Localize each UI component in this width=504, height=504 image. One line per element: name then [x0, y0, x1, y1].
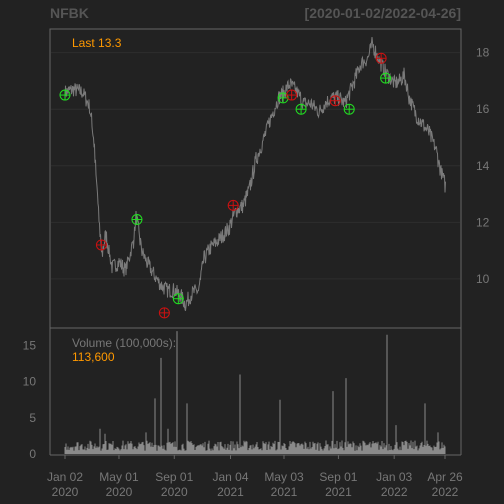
chart-symbol: NFBK: [50, 5, 89, 21]
buy-marker: [172, 293, 184, 305]
sell-marker: [158, 307, 170, 319]
sell-marker: [95, 239, 107, 251]
sell-marker: [286, 89, 298, 101]
buy-marker: [59, 89, 71, 101]
buy-marker: [131, 214, 143, 226]
chart-date-range: [2020-01-02/2022-04-26]: [304, 5, 461, 21]
buy-marker: [343, 103, 355, 115]
x-tick-label: 2021: [325, 485, 352, 499]
x-tick-label: Jan 04: [212, 470, 248, 484]
x-tick-label: 2022: [432, 485, 459, 499]
sell-marker: [227, 199, 239, 211]
volume-bars: [64, 331, 446, 454]
price-line: [64, 37, 446, 311]
x-tick-label: 2020: [52, 485, 79, 499]
volume-tick-label: 0: [29, 447, 36, 461]
x-tick-label: May 03: [264, 470, 304, 484]
x-tick-label: May 01: [99, 470, 139, 484]
last-price-label: Last 13.3: [72, 36, 122, 50]
x-tick-label: Sep 01: [319, 470, 357, 484]
x-tick-label: 2020: [106, 485, 133, 499]
sell-marker: [375, 52, 387, 64]
x-tick-label: 2020: [161, 485, 188, 499]
price-series: [64, 37, 446, 311]
grid-lines: [51, 52, 460, 280]
price-tick-label: 16: [476, 102, 490, 116]
sell-marker: [329, 95, 341, 107]
x-tick-label: 2021: [217, 485, 244, 499]
x-tick-label: Sep 01: [155, 470, 193, 484]
price-tick-label: 14: [476, 159, 490, 173]
volume-title: Volume (100,000s):: [72, 336, 176, 350]
volume-tick-label: 10: [23, 375, 37, 389]
price-tick-label: 12: [476, 215, 490, 229]
volume-tick-label: 15: [23, 339, 37, 353]
price-tick-label: 18: [476, 46, 490, 60]
volume-last-value: 113,600: [72, 350, 115, 364]
buy-marker: [380, 72, 392, 84]
x-tick-label: Jan 02: [47, 470, 83, 484]
price-tick-label: 10: [476, 272, 490, 286]
x-tick-label: Jan 03: [376, 470, 412, 484]
volume-tick-label: 5: [29, 411, 36, 425]
x-tick-label: 2022: [381, 485, 408, 499]
x-tick-label: Apr 26: [427, 470, 463, 484]
trade-markers: [59, 52, 392, 319]
x-tick-label: 2021: [271, 485, 298, 499]
buy-marker: [295, 103, 307, 115]
